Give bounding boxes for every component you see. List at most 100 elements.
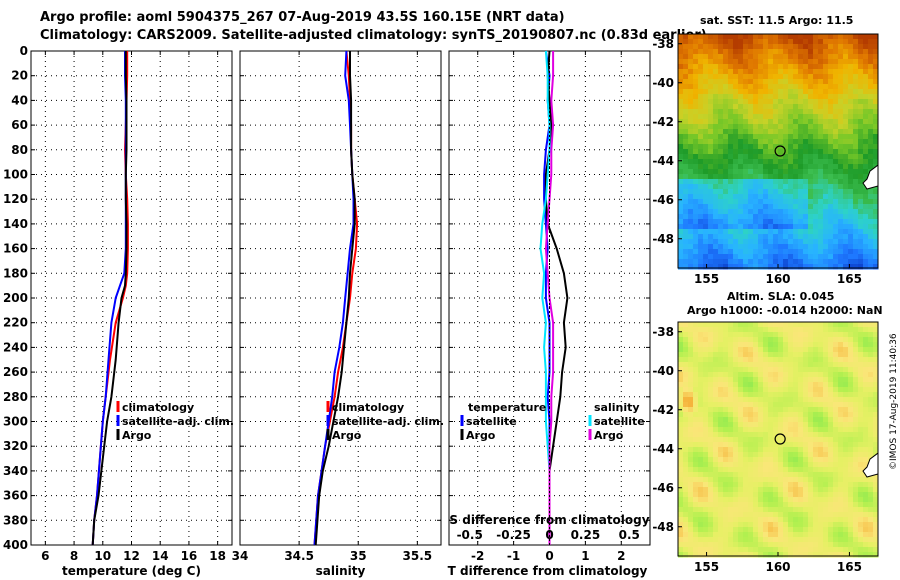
map-cell (783, 129, 789, 135)
map-cell (783, 219, 789, 225)
map-cell (853, 44, 859, 50)
map-cell (833, 422, 839, 428)
map-cell (803, 54, 809, 60)
map-cell (688, 407, 694, 413)
map-cell (728, 129, 734, 135)
map-cell (748, 467, 754, 473)
map-cell (763, 362, 769, 368)
map-cell (723, 547, 729, 553)
map-cell (713, 164, 719, 170)
map-cell (783, 487, 789, 493)
map-cell (828, 422, 834, 428)
map-cell (803, 254, 809, 260)
map-cell (728, 487, 734, 493)
map-cell (788, 507, 794, 513)
map-cell (703, 427, 709, 433)
map-cell (758, 407, 764, 413)
map-cell (728, 84, 734, 90)
map-cell (713, 387, 719, 393)
map-cell (743, 39, 749, 45)
map-cell (713, 104, 719, 110)
map-cell (863, 239, 869, 245)
map-cell (678, 179, 684, 185)
map-cell (858, 224, 864, 230)
map-cell (728, 442, 734, 448)
map-cell (818, 99, 824, 105)
map-cell (798, 214, 804, 220)
map-cell (683, 94, 689, 100)
map-cell (858, 89, 864, 95)
map-cell (838, 452, 844, 458)
map-cell (803, 472, 809, 478)
map-cell (723, 497, 729, 503)
map-cell (743, 497, 749, 503)
map-cell (708, 194, 714, 200)
map-cell (813, 457, 819, 463)
map-cell (763, 387, 769, 393)
map-cell (703, 477, 709, 483)
map-cell (703, 332, 709, 338)
map-cell (698, 264, 704, 270)
map-cell (748, 69, 754, 75)
map-cell (858, 377, 864, 383)
map-cell (828, 159, 834, 165)
map-cell (873, 512, 879, 518)
map-cell (763, 104, 769, 110)
map-cell (833, 219, 839, 225)
map-cell (778, 432, 784, 438)
map-cell (833, 79, 839, 85)
map-cell (858, 367, 864, 373)
map-cell (698, 254, 704, 260)
map-cell (743, 224, 749, 230)
map-cell (828, 462, 834, 468)
map-cell (793, 129, 799, 135)
map-cell (833, 224, 839, 230)
map-cell (793, 219, 799, 225)
map-cell (793, 422, 799, 428)
map-cell (683, 69, 689, 75)
map-cell (843, 219, 849, 225)
map-cell (708, 542, 714, 548)
map-cell (733, 327, 739, 333)
map-cell (743, 372, 749, 378)
map-cell (848, 447, 854, 453)
map-cell (858, 422, 864, 428)
map-cell (728, 517, 734, 523)
map-cell (723, 472, 729, 478)
map-cell (703, 84, 709, 90)
map-cell (853, 114, 859, 120)
map-cell (868, 249, 874, 255)
map-cell (723, 422, 729, 428)
map-cell (703, 337, 709, 343)
map-cell (838, 104, 844, 110)
map-cell (828, 124, 834, 130)
map-cell (728, 219, 734, 225)
map-cell (833, 452, 839, 458)
map-cell (733, 164, 739, 170)
map-cell (683, 54, 689, 60)
map-cell (688, 392, 694, 398)
map-cell (853, 59, 859, 65)
map-cell (853, 447, 859, 453)
map-cell (693, 159, 699, 165)
map-cell (758, 254, 764, 260)
map-cell (803, 477, 809, 483)
map-cell (788, 502, 794, 508)
y-tick-label: 360 (3, 489, 28, 503)
map-cell (698, 462, 704, 468)
map-cell (708, 199, 714, 205)
map-cell (833, 517, 839, 523)
y-tick-label: -38 (652, 325, 674, 339)
map-cell (708, 367, 714, 373)
map-cell (773, 447, 779, 453)
map-cell (843, 199, 849, 205)
map-cell (828, 94, 834, 100)
map-cell (848, 517, 854, 523)
map-cell (828, 64, 834, 70)
map-cell (773, 392, 779, 398)
map-cell (693, 264, 699, 270)
map-cell (753, 224, 759, 230)
map-cell (768, 224, 774, 230)
map-cell (743, 184, 749, 190)
